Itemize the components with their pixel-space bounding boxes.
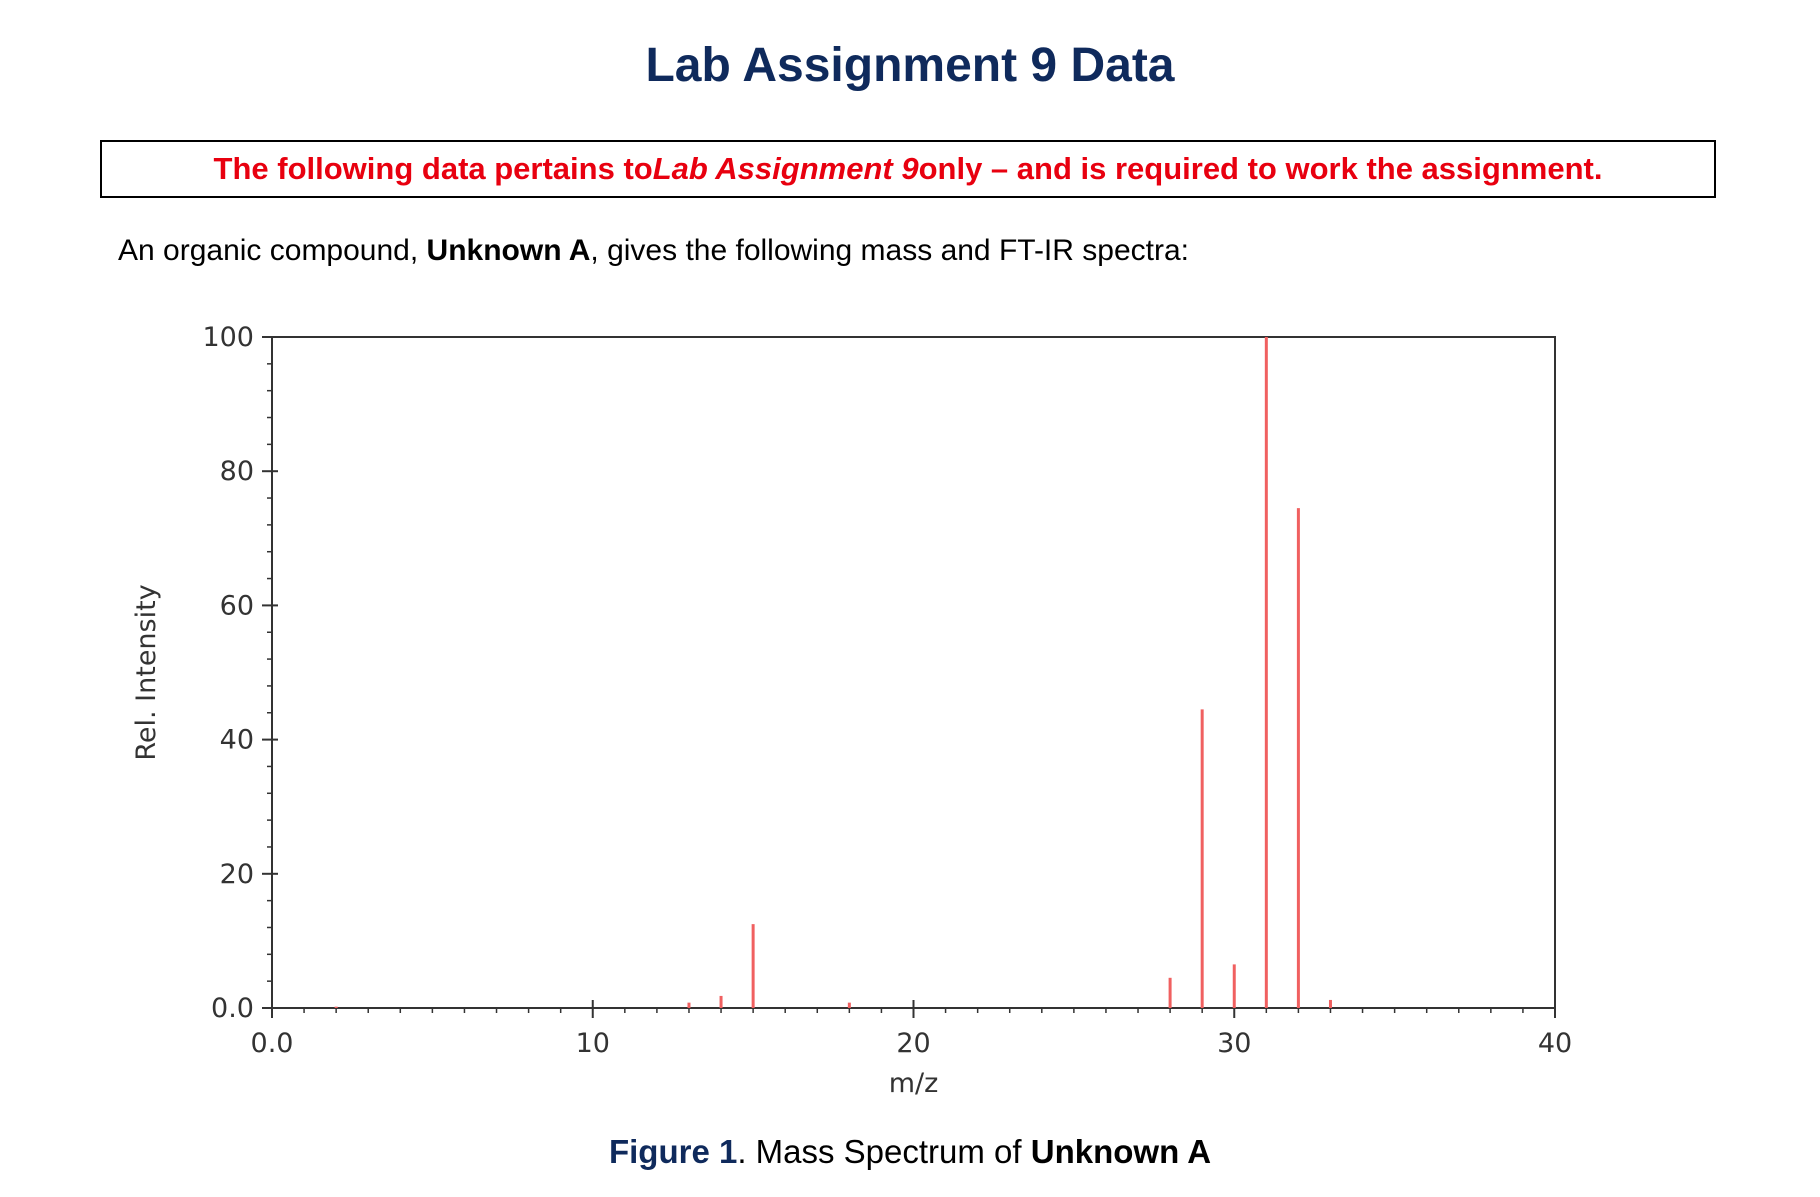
notice-text-start: The following data pertains to: [213, 151, 653, 186]
y-tick-label: 20: [220, 859, 254, 890]
y-tick-label: 0.0: [211, 993, 254, 1024]
figure-caption: Figure 1. Mass Spectrum of Unknown A: [0, 1133, 1820, 1171]
intro-compound-name: Unknown A: [426, 234, 591, 267]
y-tick-label: 60: [220, 590, 254, 621]
figure-label: Figure 1: [608, 1133, 738, 1170]
notice-assignment-name: Lab Assignment 9: [652, 151, 919, 186]
caption-compound-name: Unknown A: [1030, 1133, 1212, 1170]
x-tick-label: 0.0: [251, 1028, 294, 1059]
x-tick-label: 10: [576, 1028, 610, 1059]
y-axis-label: Rel. Intensity: [131, 584, 162, 760]
x-tick-label: 40: [1538, 1028, 1572, 1059]
intro-text-end: , gives the following mass and FT-IR spe…: [590, 234, 1189, 267]
page-title: Lab Assignment 9 Data: [645, 39, 1175, 92]
notice-text-end: only – and is required to work the assig…: [918, 151, 1603, 186]
y-tick-label: 100: [202, 322, 254, 353]
caption-text: . Mass Spectrum of: [737, 1133, 1031, 1170]
notice-box: The following data pertains to Lab Assig…: [100, 140, 1716, 198]
plot-frame: [271, 336, 1556, 1009]
y-tick-label: 80: [220, 456, 254, 487]
intro-text-start: An organic compound,: [118, 234, 427, 267]
x-axis-label: m/z: [889, 1068, 939, 1099]
x-tick-label: 30: [1217, 1028, 1251, 1059]
intro-text: An organic compound, Unknown A, gives th…: [118, 234, 1189, 268]
x-tick-label: 20: [896, 1028, 930, 1059]
y-tick-label: 40: [220, 725, 254, 756]
